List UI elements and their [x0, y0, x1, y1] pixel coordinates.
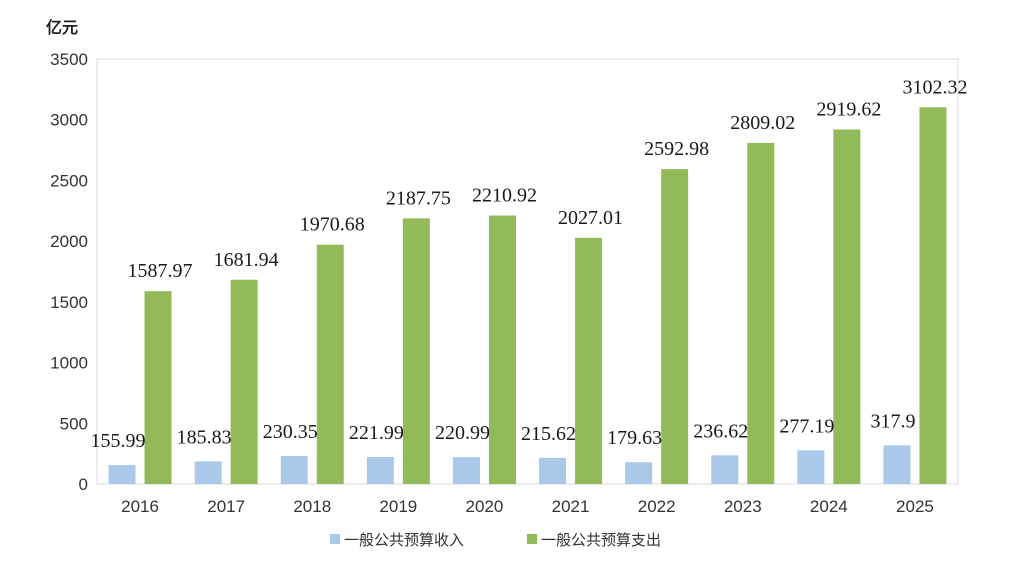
revenue-bar	[625, 462, 653, 484]
x-tick-label: 2022	[638, 497, 676, 516]
revenue-data-label: 230.35	[263, 421, 318, 443]
y-tick-label: 2000	[50, 232, 88, 251]
x-tick-label: 2019	[379, 497, 417, 516]
expenditure-bar	[144, 291, 172, 484]
revenue-bar	[883, 445, 911, 484]
bars-group	[108, 107, 947, 485]
x-tick-label: 2024	[810, 497, 848, 516]
revenue-bar	[452, 457, 480, 484]
y-tick-label: 3000	[50, 111, 88, 130]
expenditure-bar	[402, 218, 430, 484]
revenue-data-label: 155.99	[91, 430, 146, 452]
y-tick-label: 1000	[50, 354, 88, 373]
expenditure-data-label: 3102.32	[902, 76, 967, 98]
expenditure-data-label: 2027.01	[558, 207, 623, 229]
data-labels-group: 155.99 1587.97 185.83 1681.94 230.35 1970.68 2…	[91, 76, 968, 452]
expenditure-data-label: 2919.62	[816, 98, 881, 120]
y-axis-unit-label: 亿元	[46, 18, 78, 37]
legend-label-revenue: 一般公共预算收入	[344, 531, 464, 549]
expenditure-bar	[316, 244, 344, 484]
revenue-data-label: 221.99	[349, 422, 404, 444]
x-axis-ticks: 2016 2017 2018 2019 2020 2021 2022 2023 2024 2025	[121, 497, 934, 516]
x-tick-label: 2020	[466, 497, 504, 516]
revenue-bar	[711, 455, 739, 484]
expenditure-bar	[833, 129, 861, 484]
y-tick-label: 1500	[50, 293, 88, 312]
expenditure-data-label: 2592.98	[644, 138, 709, 160]
expenditure-data-label: 1587.97	[128, 260, 193, 282]
y-tick-label: 0	[79, 475, 88, 494]
x-tick-label: 2021	[552, 497, 590, 516]
x-tick-label: 2023	[724, 497, 762, 516]
expenditure-data-label: 2210.92	[472, 185, 537, 207]
legend: 一般公共预算收入 一般公共预算支出	[330, 531, 661, 549]
revenue-bar	[194, 461, 222, 484]
revenue-bar	[366, 457, 394, 484]
expenditure-bar	[488, 215, 516, 485]
revenue-bar	[797, 450, 825, 484]
expenditure-data-label: 1970.68	[300, 214, 365, 236]
x-tick-label: 2018	[293, 497, 331, 516]
expenditure-data-label: 2187.75	[386, 187, 451, 209]
y-tick-label: 2500	[50, 171, 88, 190]
revenue-data-label: 317.9	[870, 410, 915, 432]
expenditure-data-label: 2809.02	[730, 112, 795, 134]
expenditure-bar	[919, 107, 947, 485]
revenue-bar	[539, 457, 567, 484]
y-axis-ticks: 0 500 1000 1500 2000 2500 3000 3500	[50, 50, 88, 494]
y-tick-label: 500	[60, 414, 88, 433]
revenue-bar	[108, 465, 136, 484]
legend-swatch-revenue	[330, 534, 340, 544]
expenditure-data-label: 1681.94	[214, 249, 279, 271]
y-tick-label: 3500	[50, 50, 88, 69]
revenue-bar	[280, 456, 308, 484]
revenue-data-label: 185.83	[177, 426, 232, 448]
expenditure-bar	[230, 279, 258, 484]
revenue-data-label: 277.19	[779, 415, 834, 437]
plot-area-frame	[96, 58, 959, 485]
x-tick-label: 2025	[896, 497, 934, 516]
x-tick-label: 2017	[207, 497, 245, 516]
revenue-data-label: 215.62	[521, 423, 576, 445]
expenditure-bar	[661, 169, 689, 485]
legend-swatch-expenditure	[527, 534, 537, 544]
expenditure-bar	[575, 237, 603, 484]
legend-label-expenditure: 一般公共预算支出	[541, 531, 661, 549]
revenue-data-label: 236.62	[693, 420, 748, 442]
revenue-data-label: 179.63	[607, 427, 662, 449]
x-tick-label: 2016	[121, 497, 159, 516]
revenue-data-label: 220.99	[435, 422, 490, 444]
expenditure-bar	[747, 142, 775, 484]
